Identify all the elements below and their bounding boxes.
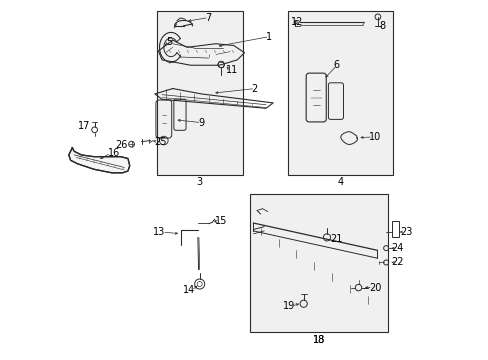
- Text: 23: 23: [400, 227, 412, 237]
- Text: 4: 4: [337, 177, 343, 187]
- Text: 24: 24: [391, 243, 403, 253]
- Text: 2: 2: [251, 84, 257, 94]
- Text: 5: 5: [166, 37, 172, 47]
- Text: 7: 7: [204, 13, 211, 23]
- Text: 17: 17: [78, 121, 90, 131]
- Bar: [391, 221, 399, 237]
- Text: 10: 10: [368, 132, 381, 142]
- Text: 22: 22: [391, 257, 403, 267]
- Polygon shape: [69, 148, 129, 173]
- Text: 3: 3: [196, 177, 203, 187]
- Text: 6: 6: [333, 60, 339, 70]
- Text: 11: 11: [225, 64, 238, 75]
- Text: 18: 18: [312, 334, 324, 345]
- Text: 12: 12: [290, 17, 303, 27]
- Bar: [156, 12, 242, 175]
- Text: 26: 26: [115, 140, 128, 150]
- Text: 18: 18: [312, 334, 324, 345]
- Bar: [287, 12, 392, 175]
- Text: 9: 9: [198, 118, 203, 128]
- Bar: [249, 194, 387, 332]
- Text: 16: 16: [107, 148, 120, 158]
- Text: 1: 1: [265, 32, 272, 41]
- Text: 25: 25: [154, 137, 166, 147]
- Text: 14: 14: [183, 285, 195, 296]
- Text: 15: 15: [215, 216, 227, 226]
- Text: 8: 8: [378, 21, 385, 31]
- Text: 13: 13: [153, 227, 165, 237]
- Text: 21: 21: [330, 234, 342, 244]
- Text: 19: 19: [282, 301, 294, 311]
- Text: 20: 20: [368, 283, 381, 293]
